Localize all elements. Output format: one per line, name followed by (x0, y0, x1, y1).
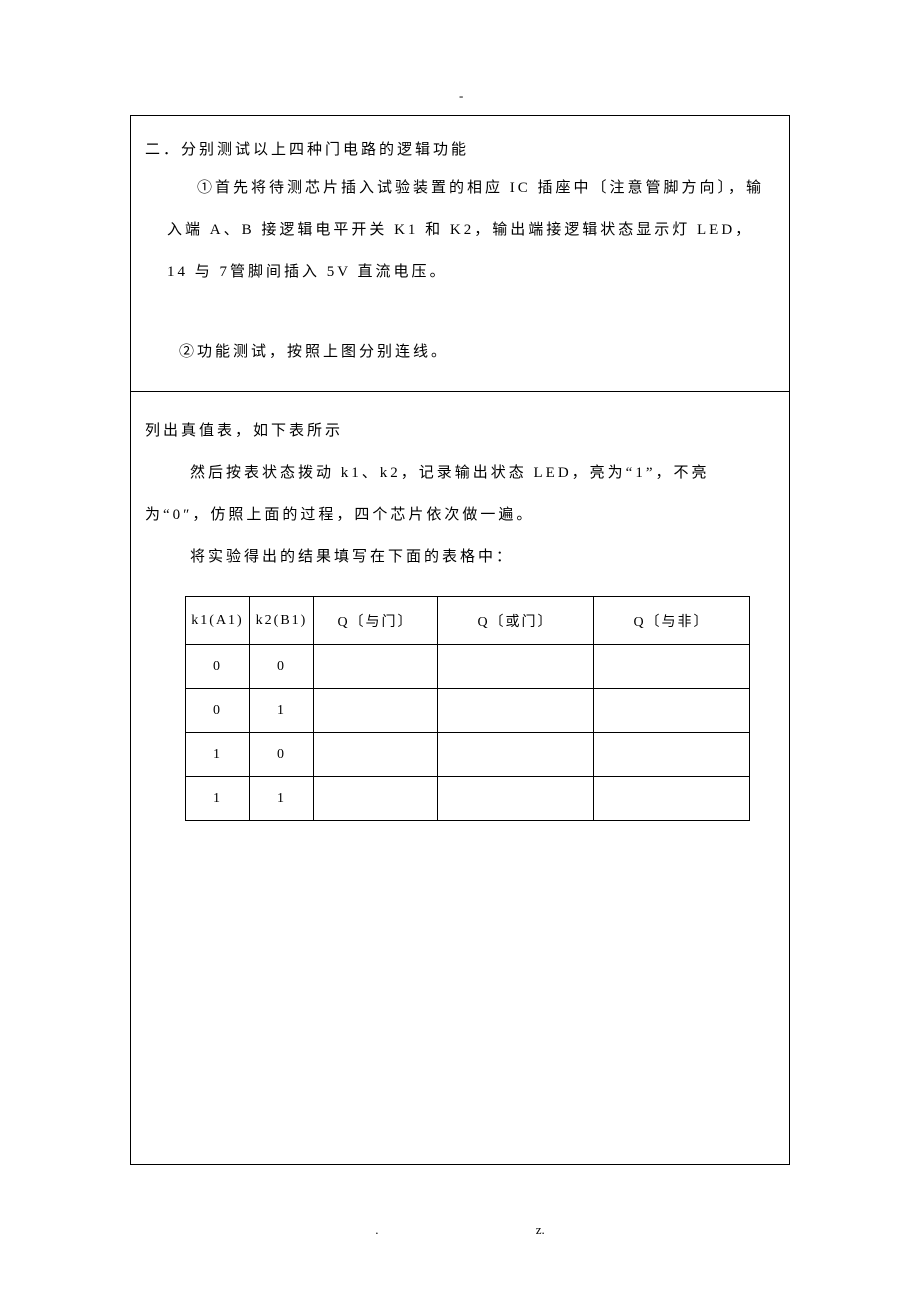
cell-q-nand (594, 689, 750, 733)
cell-q-and (314, 733, 438, 777)
page-footer: . z. (0, 1222, 920, 1238)
section2-p1: 列出真值表，如下表所示 (145, 410, 775, 452)
th-q-nand: Q〔与非〕 (594, 597, 750, 645)
document-box: 二．分别测试以上四种门电路的逻辑功能 ①首先将待测芯片插入试验装置的相应 IC … (130, 115, 790, 1165)
cell-q-and (314, 689, 438, 733)
cell-q-nand (594, 645, 750, 689)
cell-q-nand (594, 733, 750, 777)
top-dash: - (459, 88, 463, 104)
spacer (145, 293, 775, 331)
section1-heading: 二．分别测试以上四种门电路的逻辑功能 (145, 134, 775, 167)
section-1: 二．分别测试以上四种门电路的逻辑功能 ①首先将待测芯片插入试验装置的相应 IC … (131, 116, 789, 392)
table-row: 0 0 (186, 645, 750, 689)
section1-p2: ②功能测试，按照上图分别连线。 (145, 331, 775, 373)
footer-z: z. (536, 1222, 545, 1238)
table-row: 1 1 (186, 777, 750, 821)
table-header-row: k1(A1) k2(B1) Q〔与门〕 Q〔或门〕 Q〔与非〕 (186, 597, 750, 645)
cell-b: 0 (250, 645, 314, 689)
cell-q-and (314, 777, 438, 821)
cell-q-or (438, 689, 594, 733)
th-k2: k2(B1) (250, 597, 314, 645)
cell-a: 0 (186, 689, 250, 733)
cell-a: 1 (186, 733, 250, 777)
section-2: 列出真值表，如下表所示 然后按表状态拨动 k1、k2，记录输出状态 LED，亮为… (131, 392, 789, 839)
cell-q-or (438, 777, 594, 821)
th-q-or: Q〔或门〕 (438, 597, 594, 645)
cell-a: 1 (186, 777, 250, 821)
th-q-and: Q〔与门〕 (314, 597, 438, 645)
truth-table: k1(A1) k2(B1) Q〔与门〕 Q〔或门〕 Q〔与非〕 0 0 0 1 (185, 596, 750, 821)
cell-b: 0 (250, 733, 314, 777)
section1-p1: ①首先将待测芯片插入试验装置的相应 IC 插座中〔注意管脚方向〕，输入端 A、B… (145, 167, 775, 293)
cell-b: 1 (250, 689, 314, 733)
footer-dot: . (375, 1222, 378, 1238)
table-row: 0 1 (186, 689, 750, 733)
section2-p3: 将实验得出的结果填写在下面的表格中： (145, 536, 775, 578)
table-row: 1 0 (186, 733, 750, 777)
section2-p2: 然后按表状态拨动 k1、k2，记录输出状态 LED，亮为“1”，不亮为“0″，仿… (145, 452, 775, 536)
cell-a: 0 (186, 645, 250, 689)
cell-q-or (438, 645, 594, 689)
cell-b: 1 (250, 777, 314, 821)
cell-q-or (438, 733, 594, 777)
th-k1: k1(A1) (186, 597, 250, 645)
cell-q-and (314, 645, 438, 689)
cell-q-nand (594, 777, 750, 821)
